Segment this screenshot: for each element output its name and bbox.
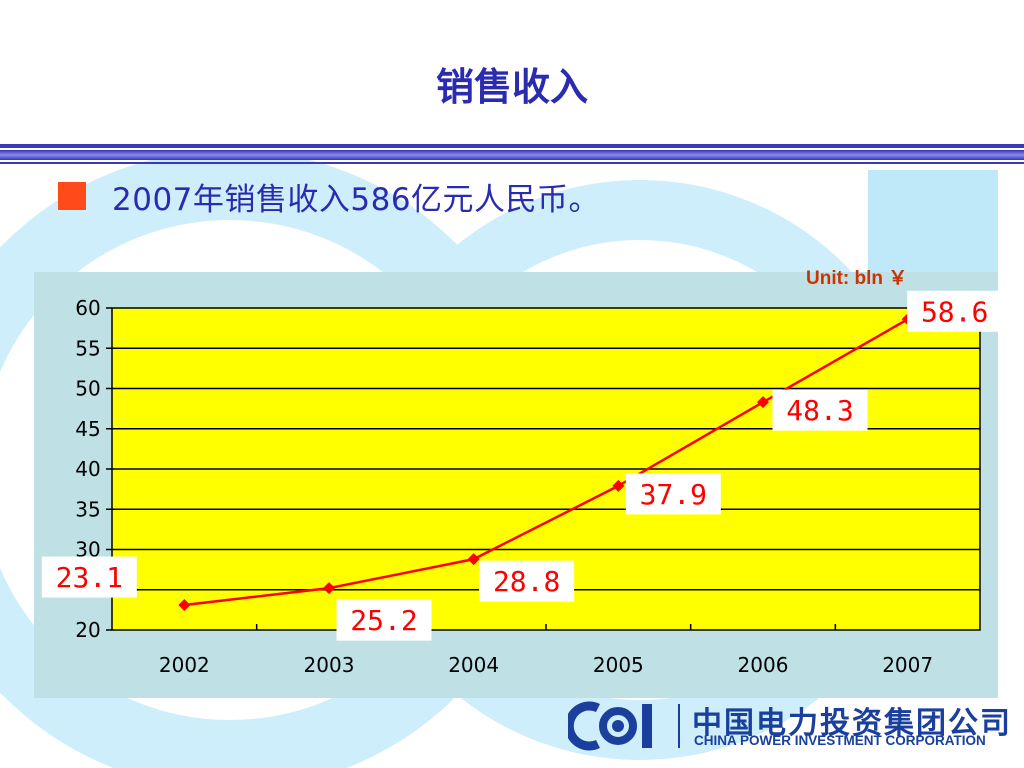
data-label: 48.3	[786, 394, 853, 427]
x-tick-label: 2005	[593, 653, 644, 677]
x-tick-label: 2006	[738, 653, 789, 677]
data-label-box	[41, 556, 137, 598]
data-label-box	[772, 389, 868, 431]
company-name-cn: 中国电力投资集团公司	[692, 706, 1012, 741]
data-label: 23.1	[56, 561, 123, 594]
y-tick-label: 35	[75, 497, 100, 521]
header-rule	[0, 144, 1024, 166]
data-label-box	[907, 290, 1003, 332]
company-name-en: CHINA POWER INVESTMENT CORPORATION	[694, 733, 986, 748]
data-label: 25.2	[350, 604, 417, 637]
logo-divider	[678, 704, 680, 748]
cpi-logo-icon	[568, 701, 652, 751]
data-point	[467, 553, 480, 566]
bullet-item: 2007年销售收入586亿元人民币。	[58, 176, 601, 218]
x-tick-label: 2004	[448, 653, 499, 677]
data-label-box	[479, 560, 575, 602]
data-label: 58.6	[921, 295, 988, 328]
data-point	[757, 396, 769, 409]
y-tick-label: 40	[75, 457, 100, 481]
data-point	[612, 479, 625, 492]
series-line	[184, 318, 909, 607]
x-tick-label: 2007	[882, 653, 933, 677]
y-tick-label: 55	[75, 336, 100, 360]
slide-title: 销售收入	[435, 65, 588, 109]
data-point	[323, 582, 335, 595]
data-label-box	[625, 473, 721, 515]
data-label: 37.9	[640, 478, 707, 511]
x-tick-label: 2002	[159, 653, 210, 677]
bullet-square-icon	[58, 182, 86, 210]
y-tick-label: 45	[75, 417, 100, 441]
y-tick-label: 50	[75, 377, 100, 401]
company-logo: 中国电力投资集团公司 CHINA POWER INVESTMENT CORPOR…	[568, 700, 1018, 752]
y-tick-label: 20	[75, 618, 100, 642]
data-point	[178, 599, 191, 612]
data-label: 28.8	[493, 565, 560, 598]
y-tick-label: 60	[75, 296, 100, 320]
unit-label: Unit: bln ￥	[806, 268, 907, 289]
data-label-box	[336, 599, 432, 641]
x-tick-label: 2003	[304, 653, 355, 677]
bullet-text: 2007年销售收入586亿元人民币。	[112, 181, 601, 218]
